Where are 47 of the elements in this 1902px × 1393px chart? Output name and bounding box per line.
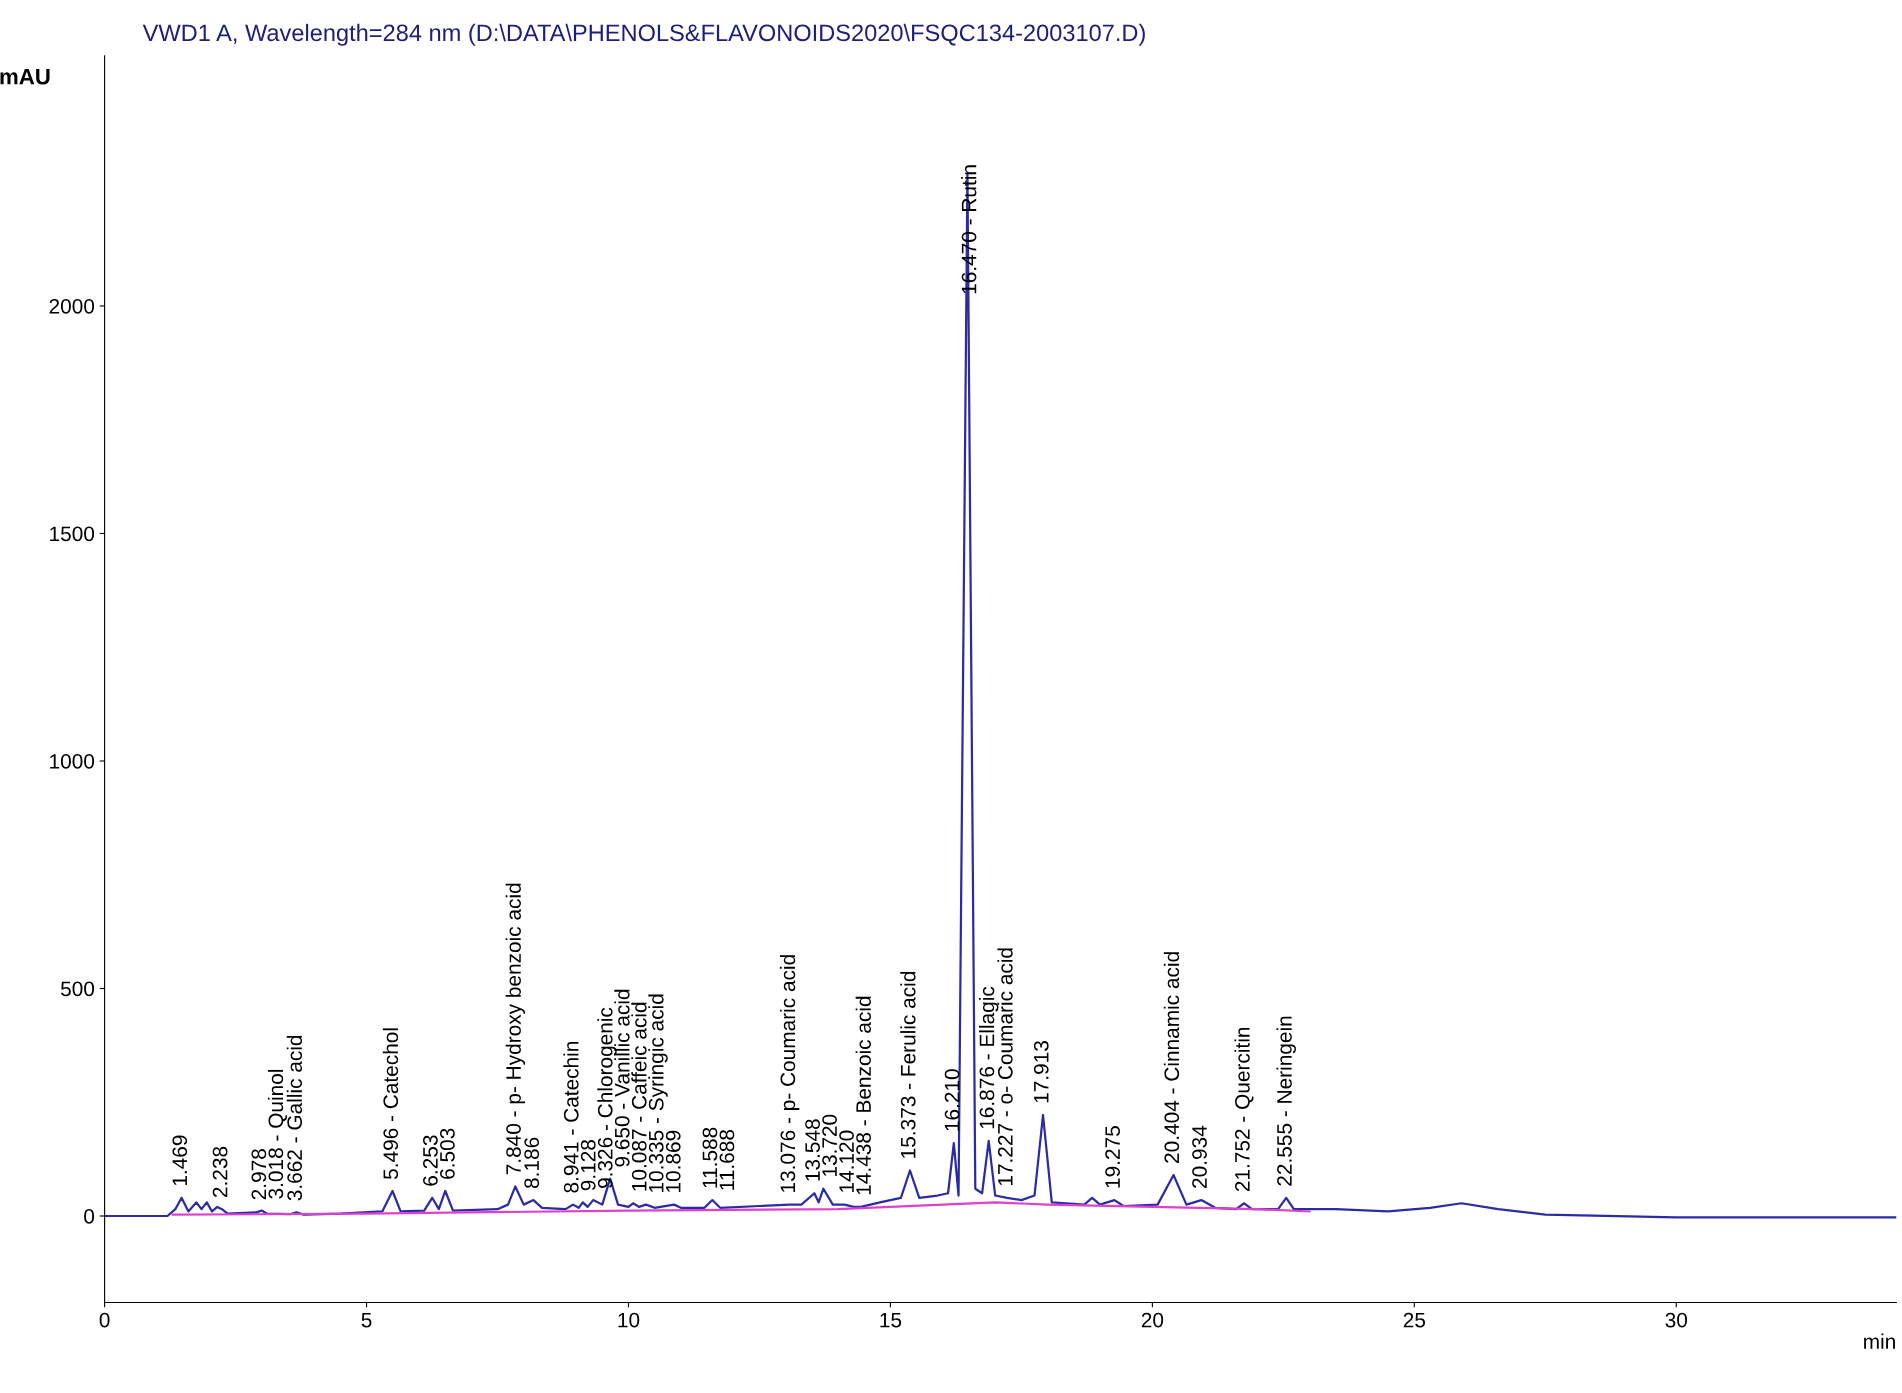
x-tick-label: 0: [99, 1312, 110, 1328]
annotation: 22.555 - Neringein: [1276, 1016, 1296, 1186]
annotation: 15.373 - Ferulic acid: [900, 971, 916, 1158]
annotation: 3.662 - Gallic acid: [286, 1035, 303, 1201]
y-tick-label: 1000: [50, 753, 95, 769]
x-tick-label: 5: [361, 1312, 372, 1328]
annotation: 16.210: [944, 1069, 960, 1131]
annotation: 11.688: [719, 1129, 735, 1190]
annotation: 9.128: [580, 1140, 596, 1191]
annotation: 6.253: [423, 1135, 438, 1186]
annotation: 2.238: [212, 1146, 228, 1198]
annotation: 13.720: [822, 1114, 837, 1176]
y-axis-title: mAU: [0, 69, 50, 85]
annotation: 14.438 - Benzoic acid: [855, 996, 871, 1195]
annotation: 17.227 - o- Coumaric acid: [997, 948, 1013, 1186]
y-tick-label: 500: [60, 981, 95, 997]
y-tick-label: 0: [84, 1209, 95, 1224]
annotation: 13.076 - p- Coumaric acid: [779, 955, 800, 1192]
x-tick-label: 30: [1665, 1312, 1688, 1328]
annotation: 13.548: [805, 1119, 820, 1181]
annotation: 2.978: [251, 1149, 267, 1200]
annotation: 14.120: [839, 1130, 854, 1192]
annotation: 10.087 - Caffeic acid: [631, 1002, 647, 1191]
annotation: 20.934: [1192, 1125, 1207, 1188]
x-tick-label: 15: [880, 1312, 902, 1328]
annotation: 20.404 - Cinnamic acid: [1163, 952, 1180, 1163]
annotation: 16.470 - Rutin: [961, 165, 977, 294]
x-tick-label: 20: [1141, 1312, 1164, 1328]
annotation: 8.941 - Catechin: [563, 1042, 579, 1193]
annotation: 16.876 - Ellagic: [979, 986, 999, 1129]
annotation: 19.275: [1105, 1126, 1120, 1188]
annotation: 21.752 - Quercitin: [1234, 1027, 1254, 1192]
line-series: [171, 1201, 1311, 1216]
y-tick-label: 1500: [50, 526, 95, 542]
x-tick-label: 25: [1403, 1312, 1426, 1328]
x-tick-label: 10: [618, 1312, 640, 1328]
annotation: 10.869: [665, 1130, 681, 1192]
y-tick-label: 2000: [49, 298, 95, 314]
annotation: 8.186: [524, 1137, 540, 1189]
annotation: 11.588: [702, 1127, 718, 1188]
chart-title: VWD1 A, Wavelength=284 nm (D:\DATA\PHENOLS&FLAVONOIDS2020\FSQC134-2003107.D): [142, 23, 1145, 46]
annotation: 5.496 - Catechol: [382, 1028, 399, 1180]
annotation: 3.018 - Quinol: [267, 1069, 287, 1199]
annotation: 1.469: [172, 1135, 188, 1186]
annotation: 17.913: [1033, 1041, 1049, 1103]
annotation: 6.503: [440, 1128, 455, 1179]
x-axis-title: min: [1864, 1333, 1895, 1349]
